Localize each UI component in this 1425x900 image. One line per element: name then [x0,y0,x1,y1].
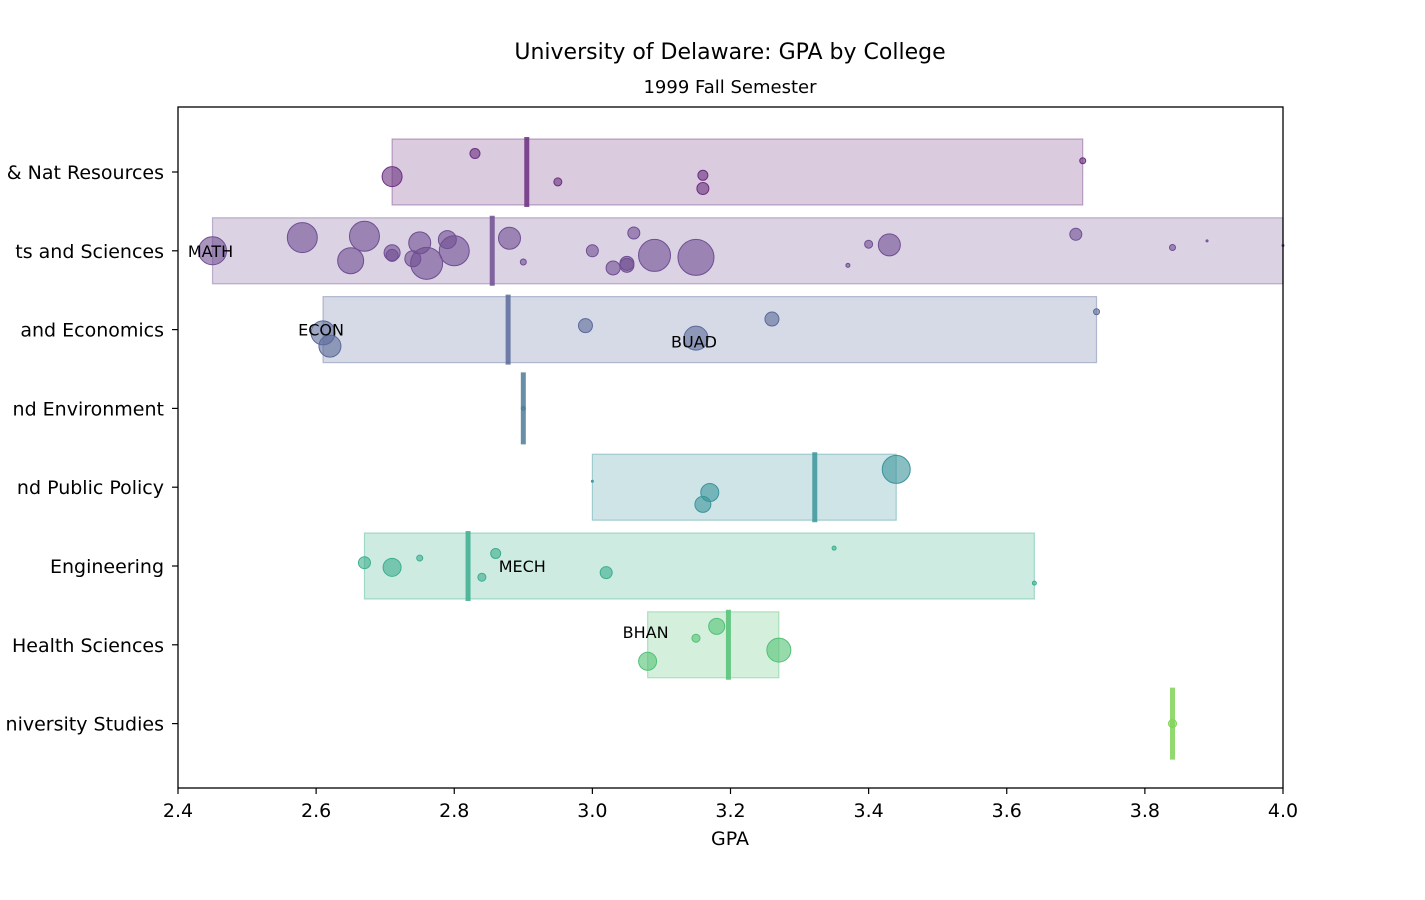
data-point [697,169,709,181]
data-point [553,177,563,187]
data-point [1079,157,1087,165]
y-tick-label: nd Environment [13,398,164,420]
bands-layer [211,138,1284,679]
annotation-label: ECON [298,321,344,340]
data-point [577,318,593,334]
x-axis: 2.4 2.6 2.8 3.0 3.2 3.4 3.6 3.8 4.0 [163,788,1298,822]
data-point [381,166,403,188]
points-layer [198,148,1285,729]
data-point [1093,308,1101,316]
data-point [766,637,792,663]
data-point [677,238,715,276]
plot-frame [177,106,1284,789]
data-point [590,479,594,483]
data-point [764,311,780,327]
x-tick-label: 2.8 [439,800,469,822]
data-point [877,233,901,257]
data-point [286,222,318,254]
x-tick-label: 2.4 [163,800,193,822]
chart-title: University of Delaware: GPA by College [514,40,946,65]
data-point [696,182,710,195]
y-tick-label: and Economics [20,320,164,342]
y-tick-label: Engineering [50,556,164,578]
data-point [385,248,399,262]
data-point [348,220,380,252]
data-point [416,554,424,562]
data-point [599,566,613,580]
x-axis-label: GPA [711,828,749,850]
x-tick-label: 4.0 [1268,800,1298,822]
data-point [683,325,709,351]
data-point [1031,580,1037,586]
data-point [691,633,701,643]
data-point [318,334,342,358]
data-point [490,547,502,559]
data-point [638,238,672,272]
x-tick-label: 3.4 [854,800,884,822]
data-point [864,239,874,249]
annotations-layer: MATH ECON BUAD MECH BHAN [188,242,717,642]
data-point [198,236,228,266]
x-tick-label: 2.6 [301,800,331,822]
y-tick-label: ts and Sciences [15,241,164,263]
data-point [605,260,621,276]
annotation-label: BHAN [623,623,669,642]
y-axis: & Nat Resources ts and Sciences and Econo… [6,162,178,736]
data-point [337,247,365,275]
annotation-label: BUAD [671,333,717,352]
data-point [1205,239,1209,243]
data-point [700,482,720,502]
data-point [638,651,658,671]
annotation-label: MATH [188,242,233,261]
range-band [591,453,897,521]
x-tick-label: 3.0 [577,800,607,822]
data-point [477,572,487,582]
range-band [322,296,1098,364]
data-point [410,246,444,280]
data-point [845,262,851,268]
data-point [519,258,527,266]
data-point [1169,244,1176,251]
data-point [438,235,470,267]
data-point [619,255,635,271]
range-band [391,138,1084,206]
y-tick-label: Health Sciences [12,635,164,657]
x-tick-label: 3.2 [715,800,745,822]
data-point [881,454,911,484]
annotation-label: MECH [499,557,546,576]
means-layer [465,137,1175,760]
x-tick-label: 3.8 [1130,800,1160,822]
data-point [498,226,521,250]
data-point [1069,227,1083,241]
data-point [357,556,371,570]
data-point [627,226,641,240]
range-band [363,532,1035,600]
data-point [831,545,837,551]
x-tick-label: 3.6 [992,800,1022,822]
data-point [585,244,599,258]
data-point [708,617,726,635]
y-tick-label: niversity Studies [6,714,164,736]
data-point [382,557,402,577]
y-tick-label: & Nat Resources [7,162,164,184]
y-tick-label: nd Public Policy [17,477,164,499]
chart-subtitle: 1999 Fall Semester [643,77,817,98]
data-point [469,148,481,160]
